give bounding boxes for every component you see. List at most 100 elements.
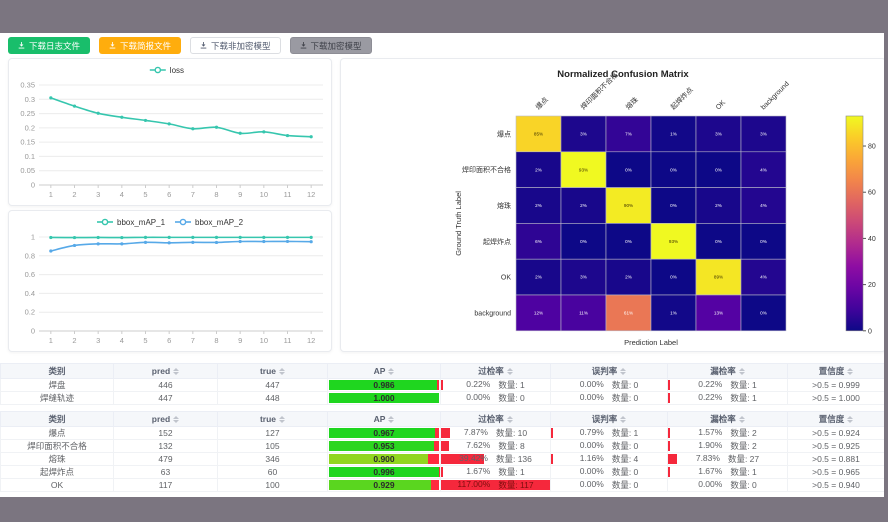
data-point[interactable]	[49, 96, 53, 100]
matrix-cell[interactable]	[560, 151, 607, 188]
matrix-cell[interactable]	[515, 294, 562, 332]
matrix-cell[interactable]	[515, 187, 562, 224]
table-row[interactable]: 焊盘 446 447 0.986 0.22% 数量: 1 0.00% 数量: 0 0.22% 数量…	[0, 378, 885, 392]
matrix-cell[interactable]	[740, 151, 787, 188]
sort-caret-icon[interactable]	[388, 415, 395, 423]
column-header-true[interactable]: true	[217, 363, 328, 379]
chart-legend[interactable]: bbox_mAP_1 bbox_mAP_2	[97, 218, 244, 227]
data-point[interactable]	[143, 235, 148, 239]
matrix-cell[interactable]	[560, 294, 607, 332]
data-point[interactable]	[309, 240, 313, 244]
data-point[interactable]	[262, 235, 266, 239]
data-point[interactable]	[96, 242, 100, 246]
sort-caret-icon[interactable]	[620, 415, 627, 423]
data-point[interactable]	[191, 235, 195, 239]
data-point[interactable]	[167, 241, 171, 245]
download-plain-model-button[interactable]: 下载非加密模型	[190, 37, 281, 54]
column-header-ap[interactable]: AP	[327, 411, 441, 427]
data-point[interactable]	[143, 240, 148, 244]
matrix-cell[interactable]	[740, 294, 787, 332]
column-header-pred[interactable]: pred	[113, 363, 218, 379]
table-row[interactable]: 焊缝轨迹 447 448 1.000 0.00% 数量: 0 0.00% 数量: 0 0.22%…	[0, 391, 885, 405]
data-point[interactable]	[214, 125, 219, 129]
download-log-button[interactable]: 下载日志文件	[8, 37, 91, 54]
matrix-cell[interactable]	[695, 294, 742, 332]
matrix-cell[interactable]	[695, 187, 742, 224]
sort-caret-icon[interactable]	[388, 367, 395, 375]
sort-caret-icon[interactable]	[173, 415, 180, 423]
sort-caret-icon[interactable]	[279, 415, 286, 423]
matrix-cell[interactable]	[650, 223, 697, 260]
sort-caret-icon[interactable]	[847, 367, 854, 375]
data-point[interactable]	[285, 235, 290, 239]
matrix-cell[interactable]	[695, 151, 742, 188]
sort-caret-icon[interactable]	[847, 415, 854, 423]
data-point[interactable]	[191, 127, 195, 131]
data-point[interactable]	[143, 118, 148, 123]
table-row[interactable]: OK 117 100 0.929 117.00% 数量: 117 0.00% 数量: 0 0.0…	[0, 478, 885, 492]
matrix-cell[interactable]	[515, 151, 562, 188]
sort-caret-icon[interactable]	[506, 415, 513, 423]
matrix-cell[interactable]	[605, 223, 652, 260]
matrix-cell[interactable]	[740, 187, 787, 224]
data-point[interactable]	[167, 122, 171, 126]
data-point[interactable]	[262, 130, 266, 134]
data-point[interactable]	[214, 235, 219, 239]
matrix-cell[interactable]	[560, 187, 607, 224]
column-header-conf[interactable]: 置信度	[787, 411, 885, 427]
data-point[interactable]	[214, 240, 219, 245]
data-point[interactable]	[49, 249, 53, 253]
matrix-cell[interactable]	[560, 258, 607, 296]
matrix-cell[interactable]	[605, 115, 652, 153]
sort-caret-icon[interactable]	[738, 367, 745, 375]
sort-caret-icon[interactable]	[620, 367, 627, 375]
table-row[interactable]: 起焊炸点 63 60 0.996 1.67% 数量: 1 0.00% 数量: 0 1.67% 数量…	[0, 465, 885, 479]
table-row[interactable]: 爆点 152 127 0.967 7.87% 数量: 10 0.79% 数量: 1 1.57% 数…	[0, 426, 885, 440]
matrix-cell[interactable]	[695, 258, 742, 296]
matrix-cell[interactable]	[740, 115, 787, 153]
table-row[interactable]: 焊印面积不合格 132 105 0.953 7.62% 数量: 8 0.00% 数量: 0 1.…	[0, 439, 885, 453]
matrix-cell[interactable]	[605, 294, 652, 332]
data-point[interactable]	[309, 235, 313, 239]
data-point[interactable]	[120, 242, 124, 246]
data-point[interactable]	[309, 135, 313, 139]
data-point[interactable]	[72, 104, 77, 108]
column-header-over[interactable]: 过检率	[440, 363, 551, 379]
chart-legend[interactable]: loss	[149, 66, 184, 75]
matrix-cell[interactable]	[740, 223, 787, 260]
column-header-miss[interactable]: 漏检率	[667, 363, 788, 379]
matrix-cell[interactable]	[650, 115, 697, 153]
matrix-cell[interactable]	[605, 187, 652, 224]
column-header-true[interactable]: true	[217, 411, 328, 427]
data-point[interactable]	[191, 240, 195, 244]
data-point[interactable]	[238, 239, 242, 244]
matrix-cell[interactable]	[515, 115, 562, 153]
sort-caret-icon[interactable]	[173, 367, 180, 375]
table-row[interactable]: 熔珠 479 346 0.900 39.42% 数量: 136 1.16% 数量: 4 7.83…	[0, 452, 885, 466]
data-point[interactable]	[120, 235, 124, 240]
data-point[interactable]	[238, 235, 242, 239]
download-encrypted-model-button[interactable]: 下载加密模型	[289, 37, 372, 54]
matrix-cell[interactable]	[605, 258, 652, 296]
data-point[interactable]	[238, 131, 242, 135]
matrix-cell[interactable]	[605, 151, 652, 188]
column-header-conf[interactable]: 置信度	[787, 363, 885, 379]
sort-caret-icon[interactable]	[279, 367, 286, 375]
column-header-ap[interactable]: AP	[327, 363, 441, 379]
data-point[interactable]	[72, 243, 77, 248]
column-header-mis[interactable]: 误判率	[550, 411, 668, 427]
sort-caret-icon[interactable]	[506, 367, 513, 375]
download-report-button[interactable]: 下载简报文件	[99, 37, 182, 54]
column-header-over[interactable]: 过检率	[440, 411, 551, 427]
data-point[interactable]	[120, 115, 124, 119]
column-header-pred[interactable]: pred	[113, 411, 218, 427]
data-point[interactable]	[49, 235, 53, 240]
column-header-mis[interactable]: 误判率	[550, 363, 668, 379]
data-point[interactable]	[96, 235, 100, 240]
data-point[interactable]	[262, 239, 266, 244]
data-point[interactable]	[285, 239, 290, 244]
matrix-cell[interactable]	[560, 115, 607, 153]
matrix-cell[interactable]	[695, 115, 742, 153]
data-point[interactable]	[285, 133, 290, 138]
column-header-miss[interactable]: 漏检率	[667, 411, 788, 427]
